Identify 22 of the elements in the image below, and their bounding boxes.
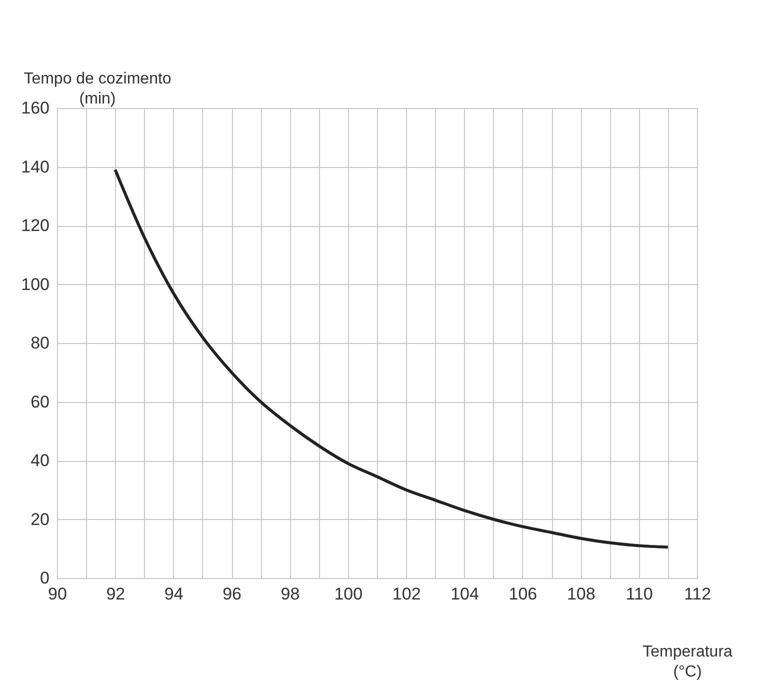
x-tick-label: 104 <box>450 584 479 604</box>
x-tick-label: 110 <box>626 584 653 604</box>
x-tick-label: 94 <box>164 584 184 604</box>
y-tick-label: 140 <box>21 157 50 176</box>
y-tick-label: 120 <box>21 216 50 235</box>
y-tick-label: 60 <box>30 392 50 412</box>
x-tick-label: 112 <box>684 584 712 604</box>
y-tick-label: 0 <box>40 568 50 588</box>
x-tick-label: 98 <box>280 584 300 604</box>
y-tick-label: 100 <box>21 274 50 294</box>
y-tick-label: 80 <box>30 334 50 352</box>
x-tick-label: 92 <box>106 584 126 604</box>
x-tick-label: 108 <box>566 584 596 604</box>
x-tick-label: 90 <box>48 584 67 604</box>
x-axis-title: Temperatura (°C) <box>642 644 733 680</box>
x-tick-label: 106 <box>508 584 538 604</box>
x-tick-label: 96 <box>222 584 242 604</box>
x-tick-label: 100 <box>334 584 363 604</box>
x-tick-label: 102 <box>392 584 421 604</box>
y-tick-label: 40 <box>30 451 50 470</box>
line-series <box>114 168 670 549</box>
y-tick-label: 20 <box>30 510 50 529</box>
